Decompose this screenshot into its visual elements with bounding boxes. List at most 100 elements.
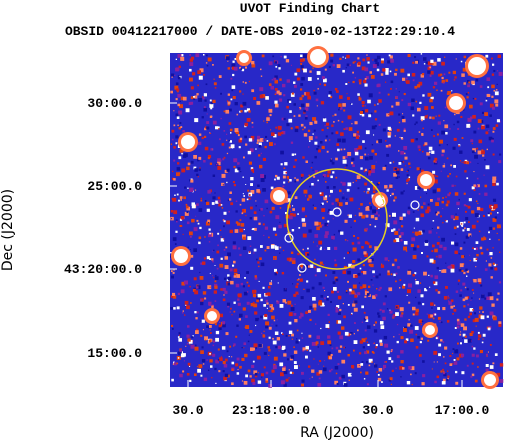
noise-pixel: [312, 133, 314, 135]
noise-pixel: [342, 69, 345, 73]
noise-pixel: [381, 263, 383, 265]
noise-pixel: [265, 380, 269, 383]
noise-pixel: [305, 345, 309, 350]
noise-pixel: [222, 287, 226, 292]
x-tick-label: 30.0: [362, 403, 393, 418]
noise-pixel: [403, 127, 406, 130]
noise-pixel: [259, 164, 263, 169]
noise-pixel: [437, 307, 440, 310]
noise-pixel: [322, 216, 325, 220]
noise-pixel: [462, 298, 466, 302]
noise-pixel: [442, 165, 446, 168]
noise-pixel: [363, 79, 367, 84]
noise-pixel: [332, 115, 334, 117]
noise-pixel: [377, 374, 380, 376]
noise-pixel: [206, 201, 210, 206]
noise-pixel: [224, 265, 229, 269]
noise-pixel: [184, 300, 189, 305]
noise-pixel: [477, 278, 482, 283]
noise-pixel: [374, 211, 378, 215]
noise-pixel: [346, 188, 350, 192]
noise-pixel: [421, 320, 424, 323]
noise-pixel: [389, 184, 393, 188]
noise-pixel: [237, 134, 240, 137]
noise-pixel: [268, 83, 272, 86]
noise-pixel: [410, 338, 414, 342]
noise-pixel: [393, 220, 398, 225]
noise-pixel: [251, 378, 255, 383]
noise-pixel: [470, 299, 472, 301]
noise-pixel: [251, 126, 254, 128]
noise-pixel: [275, 246, 279, 250]
noise-pixel: [313, 358, 315, 360]
noise-pixel: [418, 131, 421, 133]
noise-pixel: [384, 343, 389, 348]
noise-pixel: [301, 76, 305, 81]
noise-pixel: [288, 312, 293, 317]
star: [420, 174, 432, 186]
noise-pixel: [172, 237, 177, 241]
noise-pixel: [259, 87, 264, 92]
noise-pixel: [367, 242, 370, 245]
noise-pixel: [474, 213, 479, 217]
noise-pixel: [461, 137, 464, 139]
noise-pixel: [290, 127, 293, 130]
noise-pixel: [180, 56, 185, 61]
noise-pixel: [350, 161, 354, 165]
noise-pixel: [492, 127, 496, 130]
noise-pixel: [430, 274, 433, 278]
noise-pixel: [451, 184, 454, 187]
noise-pixel: [341, 374, 345, 379]
noise-pixel: [285, 212, 288, 215]
noise-pixel: [316, 105, 318, 107]
noise-pixel: [436, 255, 438, 258]
noise-pixel: [449, 363, 453, 366]
noise-pixel: [396, 306, 398, 308]
noise-pixel: [287, 177, 289, 180]
noise-pixel: [388, 215, 391, 217]
noise-pixel: [191, 218, 195, 223]
noise-pixel: [180, 126, 183, 128]
noise-pixel: [334, 113, 337, 116]
noise-pixel: [283, 94, 286, 97]
noise-pixel: [476, 220, 479, 223]
noise-pixel: [269, 114, 272, 117]
noise-pixel: [492, 198, 497, 202]
noise-pixel: [459, 333, 462, 336]
noise-pixel: [217, 158, 221, 162]
noise-pixel: [414, 326, 419, 330]
noise-pixel: [253, 303, 258, 308]
noise-pixel: [212, 344, 215, 347]
noise-pixel: [306, 264, 310, 269]
noise-pixel: [220, 236, 222, 238]
noise-pixel: [395, 238, 400, 242]
noise-pixel: [384, 295, 387, 298]
noise-pixel: [230, 77, 233, 80]
noise-pixel: [212, 120, 217, 125]
noise-pixel: [395, 312, 399, 316]
noise-pixel: [342, 56, 344, 58]
noise-pixel: [499, 363, 504, 367]
noise-pixel: [374, 104, 376, 106]
noise-pixel: [254, 311, 258, 315]
noise-pixel: [385, 68, 389, 72]
noise-pixel: [177, 124, 179, 126]
noise-pixel: [444, 362, 447, 365]
noise-pixel: [374, 321, 377, 324]
noise-pixel: [488, 136, 493, 141]
noise-pixel: [391, 192, 394, 196]
noise-pixel: [396, 355, 400, 359]
noise-pixel: [323, 365, 325, 367]
noise-pixel: [175, 230, 178, 233]
noise-pixel: [442, 307, 446, 311]
noise-pixel: [214, 280, 217, 283]
noise-pixel: [288, 335, 290, 337]
noise-pixel: [179, 149, 184, 153]
noise-pixel: [443, 296, 448, 300]
noise-pixel: [301, 371, 304, 375]
noise-pixel: [302, 248, 304, 251]
noise-pixel: [364, 329, 367, 332]
noise-pixel: [256, 189, 260, 193]
noise-pixel: [471, 143, 473, 145]
noise-pixel: [359, 352, 362, 355]
